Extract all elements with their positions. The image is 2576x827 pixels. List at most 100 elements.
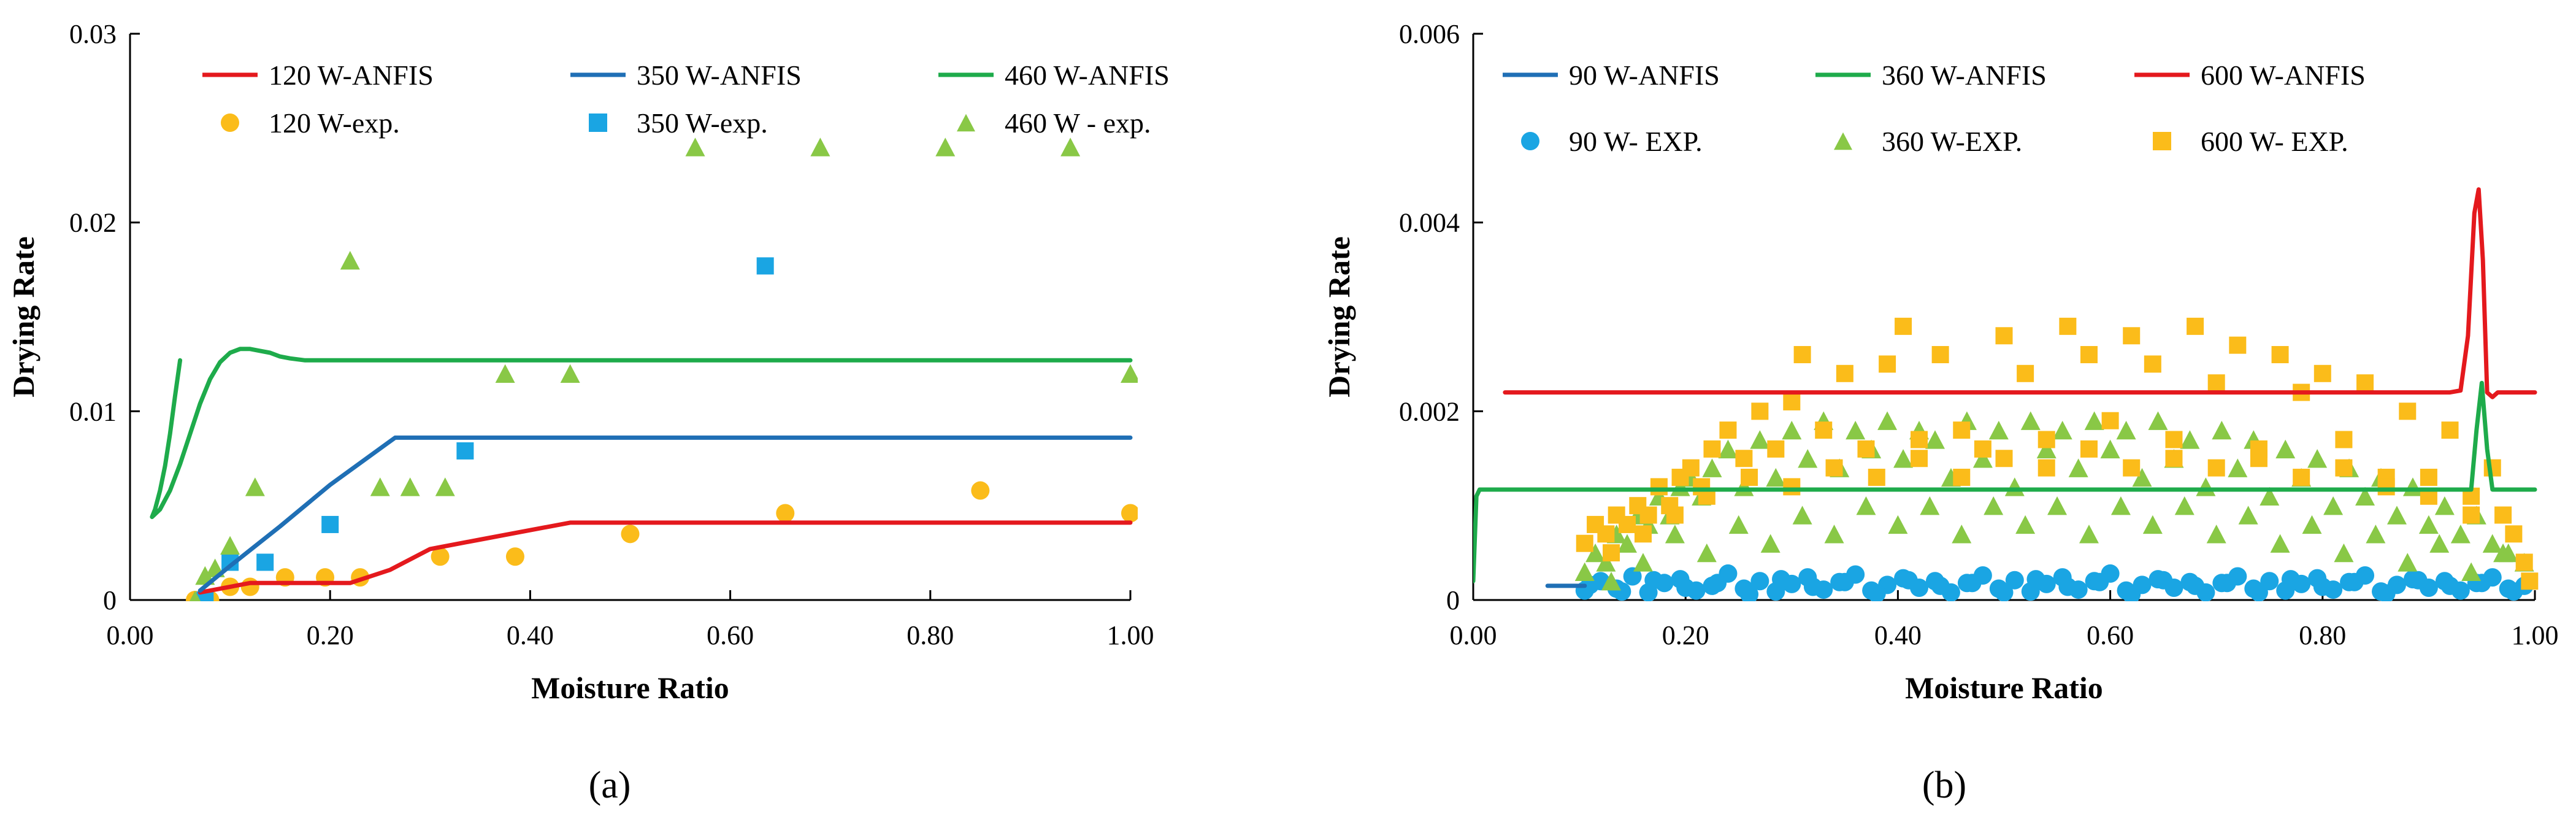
point-b-5-50 xyxy=(2463,506,2480,524)
point-b-4-34 xyxy=(2052,420,2072,440)
x-axis-title-b: Moisture Ratio xyxy=(1905,671,2103,705)
point-b-5-29 xyxy=(2017,364,2034,382)
point-b-5-25 xyxy=(1931,346,1949,364)
point-b-4-45 xyxy=(2228,458,2248,477)
point-b-5-72 xyxy=(2335,459,2353,477)
point-b-5-30 xyxy=(2037,431,2055,448)
point-a-5-8 xyxy=(435,477,455,496)
point-b-4-75 xyxy=(1952,525,1972,544)
point-b-5-0 xyxy=(1576,534,1593,552)
chart-a: 0 0.01 0.02 0.03 0.00 0.20 0.40 0.60 0.80 1.00 Moi… xyxy=(6,19,1170,806)
point-b-4-65 xyxy=(1633,553,1653,572)
legend-swatch-a-5 xyxy=(957,113,975,132)
y-tick-label-a-1: 0.01 xyxy=(69,396,117,426)
point-a-5-5 xyxy=(340,251,360,270)
point-b-5-49 xyxy=(2441,421,2459,439)
legend-label-a-4: 350 W-exp. xyxy=(637,107,768,139)
point-b-4-76 xyxy=(1984,496,2004,515)
point-a-3-9 xyxy=(621,525,640,544)
legend-label-a-0: 120 W-ANFIS xyxy=(269,60,434,91)
point-a-4-4 xyxy=(456,442,474,460)
point-b-4-78 xyxy=(2047,496,2068,515)
legend-label-a-3: 120 W-exp. xyxy=(269,107,400,139)
point-b-4-32 xyxy=(2020,411,2041,430)
chart-b: 0 0.002 0.004 0.006 0.00 0.20 0.40 0.60 0.80 1.00… xyxy=(1322,19,2559,806)
legend-label-b-4: 360 W-EXP. xyxy=(1882,126,2022,157)
legend-label-b-1: 360 W-ANFIS xyxy=(1882,60,2047,91)
y-tick-label-b-1: 0.002 xyxy=(1399,396,1460,426)
point-b-3-79 xyxy=(2186,576,2205,595)
point-b-4-0 xyxy=(1574,562,1595,582)
point-b-3-70 xyxy=(1899,571,1918,590)
y-tick-label-b-2: 0.004 xyxy=(1399,208,1460,238)
point-b-4-39 xyxy=(2132,467,2152,487)
point-b-4-53 xyxy=(2355,487,2375,506)
point-b-5-7 xyxy=(1650,478,1668,496)
point-a-4-2 xyxy=(256,553,274,571)
point-b-3-73 xyxy=(1995,583,2014,601)
point-b-3-81 xyxy=(2249,583,2268,601)
point-b-5-47 xyxy=(2399,402,2417,420)
point-b-3-82 xyxy=(2281,570,2300,589)
point-b-5-28 xyxy=(1995,327,2013,345)
legend-label-b-0: 90 W-ANFIS xyxy=(1569,60,1720,91)
point-b-3-89 xyxy=(2504,582,2523,601)
point-b-4-23 xyxy=(1877,411,1898,430)
point-b-5-12 xyxy=(1703,440,1721,458)
point-b-4-55 xyxy=(2386,506,2407,525)
point-b-4-74 xyxy=(1920,496,1940,515)
point-b-4-92 xyxy=(2493,543,2513,563)
point-b-3-78 xyxy=(2154,571,2173,590)
point-b-5-55 xyxy=(1634,525,1652,543)
point-a-4-5 xyxy=(756,257,774,275)
point-b-5-4 xyxy=(1618,515,1636,533)
point-b-3-63 xyxy=(1676,579,1695,598)
point-b-4-42 xyxy=(2180,430,2200,449)
point-b-5-24 xyxy=(1911,431,1928,448)
legend-swatch-b-5 xyxy=(2153,132,2171,150)
legend-swatch-a-4 xyxy=(589,113,607,132)
point-a-5-7 xyxy=(400,477,420,496)
point-b-5-35 xyxy=(2144,355,2161,373)
point-b-5-18 xyxy=(1793,346,1811,364)
point-b-4-82 xyxy=(2174,496,2195,515)
point-b-5-41 xyxy=(2271,346,2289,364)
y-tick-label-a-0: 0 xyxy=(103,585,117,615)
point-b-3-11 xyxy=(1750,572,1769,591)
point-b-4-66 xyxy=(1665,525,1685,544)
point-b-5-73 xyxy=(2377,478,2395,496)
point-b-4-57 xyxy=(2418,515,2439,534)
point-b-4-87 xyxy=(2334,543,2354,563)
series-line-b-1 xyxy=(1473,380,2537,583)
point-a-5-11 xyxy=(685,137,705,156)
point-b-5-23 xyxy=(1895,317,1912,335)
point-b-5-59 xyxy=(1783,478,1801,496)
point-b-4-48 xyxy=(2275,439,2296,459)
point-b-4-15 xyxy=(1750,430,1770,449)
point-b-5-27 xyxy=(1974,440,1991,458)
point-b-3-71 xyxy=(1931,576,1950,595)
x-tick-label-a-1: 0.20 xyxy=(307,620,354,650)
point-b-4-26 xyxy=(1925,430,1945,449)
point-b-5-13 xyxy=(1719,421,1737,439)
point-b-4-58 xyxy=(2434,496,2455,515)
point-b-3-67 xyxy=(1803,577,1822,596)
point-b-3-77 xyxy=(2122,585,2141,601)
point-b-4-86 xyxy=(2302,515,2322,534)
point-b-5-21 xyxy=(1857,440,1875,458)
point-b-4-83 xyxy=(2206,525,2226,544)
point-b-4-35 xyxy=(2068,458,2088,477)
point-b-5-60 xyxy=(1825,459,1843,477)
point-b-4-68 xyxy=(1728,515,1749,534)
series-a-4-points xyxy=(196,257,774,601)
point-b-5-15 xyxy=(1751,402,1769,420)
series-b-3-points xyxy=(1575,564,2534,601)
point-b-4-72 xyxy=(1856,496,1876,515)
point-b-3-66 xyxy=(1771,570,1790,589)
point-b-5-64 xyxy=(1995,450,2013,467)
series-a-3-points xyxy=(186,481,1138,601)
series-b-5-points xyxy=(1576,317,2539,590)
point-b-3-86 xyxy=(2409,571,2428,590)
point-b-3-72 xyxy=(1963,574,1982,593)
point-b-5-68 xyxy=(2165,450,2183,467)
